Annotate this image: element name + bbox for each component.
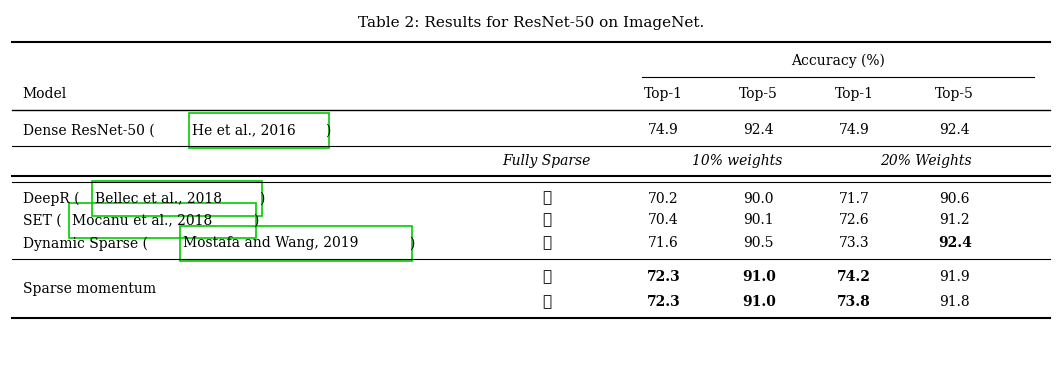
Text: 72.6: 72.6 bbox=[839, 213, 870, 227]
Text: 70.2: 70.2 bbox=[648, 192, 679, 206]
Text: 90.6: 90.6 bbox=[940, 192, 970, 206]
Text: ): ) bbox=[409, 236, 414, 250]
Text: 90.1: 90.1 bbox=[743, 213, 774, 227]
Text: Table 2: Results for ResNet-50 on ImageNet.: Table 2: Results for ResNet-50 on ImageN… bbox=[358, 16, 704, 29]
Text: Dynamic Sparse (: Dynamic Sparse ( bbox=[22, 236, 148, 251]
Text: 91.8: 91.8 bbox=[940, 295, 970, 309]
Text: ): ) bbox=[259, 192, 264, 206]
Text: 92.4: 92.4 bbox=[743, 123, 774, 137]
Text: Dense ResNet-50 (: Dense ResNet-50 ( bbox=[22, 123, 154, 137]
Text: 20% Weights: 20% Weights bbox=[879, 154, 972, 168]
Text: Mocanu et al., 2018: Mocanu et al., 2018 bbox=[72, 213, 212, 227]
Text: Top-5: Top-5 bbox=[936, 87, 974, 101]
Text: 91.2: 91.2 bbox=[940, 213, 970, 227]
Text: 90.0: 90.0 bbox=[743, 192, 774, 206]
Text: Bellec et al., 2018: Bellec et al., 2018 bbox=[96, 192, 222, 206]
Text: 74.2: 74.2 bbox=[837, 270, 871, 284]
Text: ✗: ✗ bbox=[543, 270, 551, 284]
Text: SET (: SET ( bbox=[22, 213, 62, 227]
Text: 92.4: 92.4 bbox=[940, 123, 970, 137]
Text: 73.8: 73.8 bbox=[837, 295, 871, 309]
Text: ✗: ✗ bbox=[543, 213, 551, 227]
Text: He et al., 2016: He et al., 2016 bbox=[192, 123, 295, 137]
Text: 10% weights: 10% weights bbox=[692, 154, 783, 168]
Text: Top-1: Top-1 bbox=[835, 87, 874, 101]
Text: 91.0: 91.0 bbox=[741, 295, 775, 309]
Text: ): ) bbox=[325, 123, 331, 137]
Text: 74.9: 74.9 bbox=[839, 123, 870, 137]
Text: Accuracy (%): Accuracy (%) bbox=[791, 54, 885, 68]
Text: ✗: ✗ bbox=[543, 236, 551, 250]
Text: Sparse momentum: Sparse momentum bbox=[22, 282, 156, 296]
Text: Model: Model bbox=[22, 87, 67, 101]
Text: Fully Sparse: Fully Sparse bbox=[502, 154, 592, 168]
Text: 73.3: 73.3 bbox=[839, 236, 870, 250]
Text: ): ) bbox=[253, 213, 258, 227]
Text: 91.9: 91.9 bbox=[940, 270, 970, 284]
Text: Mostafa and Wang, 2019: Mostafa and Wang, 2019 bbox=[184, 236, 359, 250]
Text: DeepR (: DeepR ( bbox=[22, 191, 79, 206]
Text: 72.3: 72.3 bbox=[647, 270, 681, 284]
Text: 71.6: 71.6 bbox=[648, 236, 679, 250]
Text: 90.5: 90.5 bbox=[743, 236, 774, 250]
Text: ✗: ✗ bbox=[543, 192, 551, 206]
Text: 70.4: 70.4 bbox=[648, 213, 679, 227]
Text: 92.4: 92.4 bbox=[938, 236, 972, 250]
Text: Top-1: Top-1 bbox=[644, 87, 683, 101]
Text: 91.0: 91.0 bbox=[741, 270, 775, 284]
Text: 71.7: 71.7 bbox=[839, 192, 870, 206]
Text: 72.3: 72.3 bbox=[647, 295, 681, 309]
Text: Top-5: Top-5 bbox=[739, 87, 778, 101]
Text: ✓: ✓ bbox=[543, 295, 551, 309]
Text: 74.9: 74.9 bbox=[648, 123, 679, 137]
